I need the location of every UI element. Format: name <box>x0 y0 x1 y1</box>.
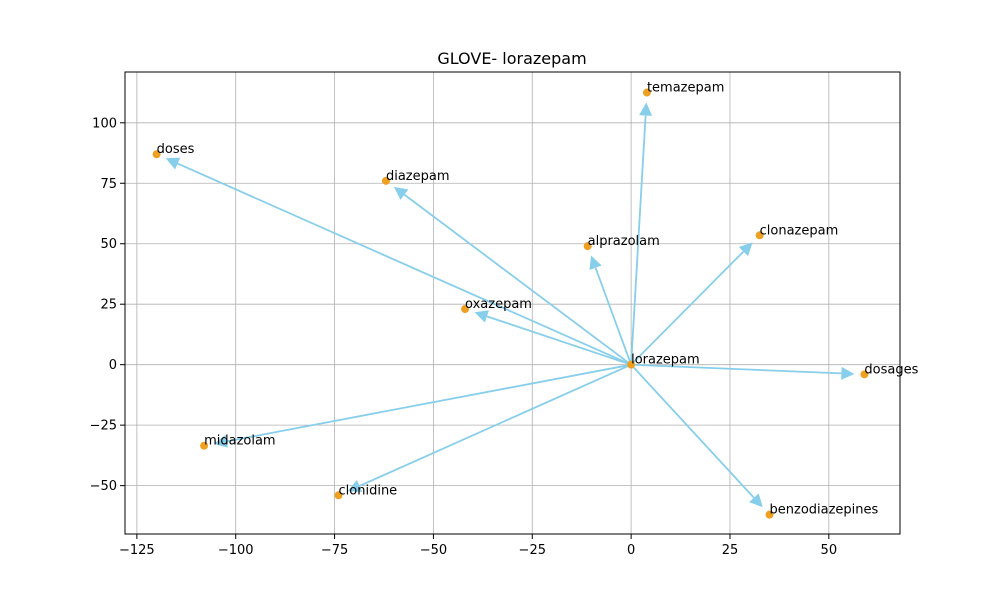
y-tick-label: 100 <box>92 116 117 131</box>
y-tick-label: 0 <box>109 358 117 373</box>
point-label: clonazepam <box>760 223 839 238</box>
arrow-head <box>841 366 855 380</box>
arrow-head <box>347 479 363 492</box>
grid-layer <box>125 72 900 534</box>
point <box>583 242 592 251</box>
x-tick-label: −75 <box>321 543 348 558</box>
arrow-shaft <box>630 250 745 366</box>
x-tick-label: −125 <box>119 543 155 558</box>
arrow-head <box>393 186 409 200</box>
arrow-layer <box>165 102 855 508</box>
y-tick-label: 75 <box>100 177 117 192</box>
arrow-head <box>474 310 489 323</box>
point-label: midazolam <box>204 434 276 449</box>
point <box>334 491 343 500</box>
arrow-head <box>165 157 181 170</box>
arrow-shaft <box>226 363 632 443</box>
point <box>755 231 764 240</box>
arrow-shaft <box>594 267 632 365</box>
arrow-head <box>738 242 753 257</box>
axis-layer: −125 −100 −75 −50 −25 0 25 50 −50 −25 0 25 50 75 100 <box>90 71 901 558</box>
point <box>200 441 209 450</box>
point-label: temazepam <box>647 81 724 96</box>
arrow-shaft <box>631 363 842 375</box>
y-tick-label: 25 <box>100 298 117 313</box>
y-tick-label: −50 <box>90 479 117 494</box>
arrow-shaft <box>359 363 632 487</box>
x-tick-label: 25 <box>722 543 739 558</box>
point <box>860 370 869 379</box>
plot-frame <box>124 71 901 535</box>
arrow-shaft <box>403 193 632 366</box>
point-label: benzodiazepines <box>770 503 879 518</box>
arrow-shaft <box>177 162 632 366</box>
point <box>461 305 470 314</box>
point <box>642 88 651 97</box>
x-tick-label: −25 <box>519 543 546 558</box>
arrow-shaft <box>630 364 755 499</box>
point-label: diazepam <box>386 169 450 184</box>
point-label: dosages <box>864 362 918 377</box>
point-layer <box>152 88 869 519</box>
arrow-head <box>589 255 602 270</box>
arrow-head <box>749 493 763 508</box>
point-label: doses <box>157 142 195 157</box>
point-label-origin: lorazepam <box>631 353 700 368</box>
x-tick-label: 0 <box>627 543 635 558</box>
x-tick-label: 50 <box>821 543 838 558</box>
arrow-shaft <box>486 315 632 366</box>
point-label: oxazepam <box>465 297 532 312</box>
point <box>381 176 390 185</box>
point-origin <box>627 360 636 369</box>
point <box>765 510 774 519</box>
point <box>152 150 161 159</box>
x-tick-label: −50 <box>420 543 447 558</box>
point-label: clonidine <box>339 483 398 498</box>
y-tick-label: −25 <box>90 419 117 434</box>
chart-title: GLOVE- lorazepam <box>437 49 586 68</box>
label-layer: lorazepam temazepam doses diazepam alprazola… <box>157 81 919 518</box>
y-tick-label: 50 <box>100 237 117 252</box>
arrow-shaft <box>630 115 647 365</box>
arrow-head <box>639 102 653 116</box>
x-tick-label: −100 <box>218 543 254 558</box>
point-label: alprazolam <box>588 234 660 249</box>
arrow-head <box>213 435 228 448</box>
